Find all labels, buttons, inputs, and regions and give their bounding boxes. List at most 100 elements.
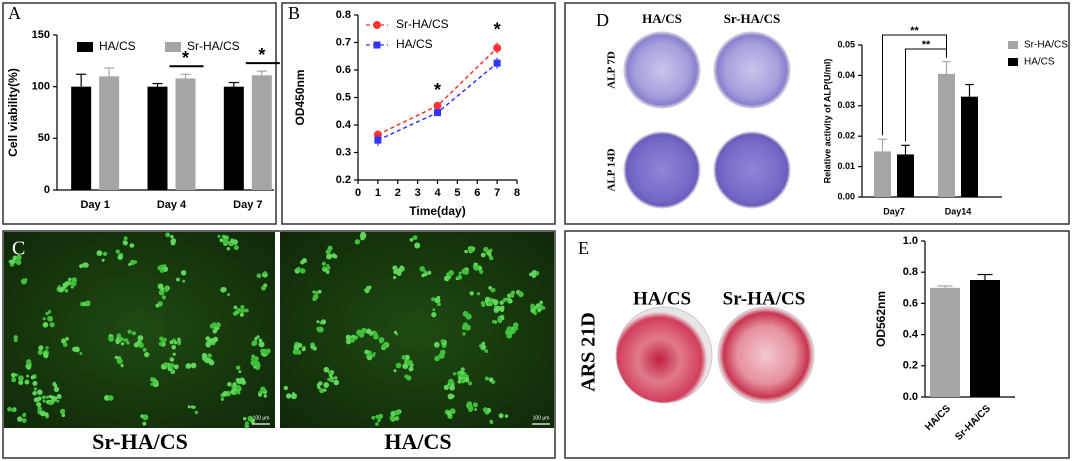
bar <box>930 287 960 397</box>
cell <box>71 277 78 283</box>
cell <box>230 388 237 395</box>
cell <box>301 258 307 264</box>
cell <box>153 380 157 384</box>
cell <box>79 264 84 269</box>
cell <box>439 349 446 356</box>
cell <box>115 338 121 344</box>
cell <box>253 356 259 362</box>
cell <box>185 363 192 369</box>
cell <box>317 326 323 333</box>
cell <box>468 407 473 412</box>
cell <box>433 341 440 348</box>
cell <box>96 250 103 256</box>
cell <box>260 348 266 354</box>
cell <box>293 344 300 350</box>
cell <box>219 238 224 243</box>
panel-frame <box>2 2 277 225</box>
cell <box>447 393 454 400</box>
cell <box>236 365 241 370</box>
cell <box>172 352 176 356</box>
well <box>713 131 791 209</box>
cell <box>508 298 512 302</box>
marker <box>434 109 441 117</box>
cell <box>315 290 319 295</box>
cell <box>9 259 15 265</box>
cell <box>240 308 246 314</box>
cell <box>443 275 450 282</box>
cell <box>32 391 37 396</box>
cell <box>11 377 17 383</box>
cell <box>57 285 61 288</box>
legend-swatch <box>165 42 181 52</box>
cell <box>462 332 466 336</box>
y-tick-label: 0.6 <box>903 297 918 309</box>
cell <box>41 395 46 400</box>
cell <box>33 397 39 403</box>
cell <box>234 390 238 393</box>
cell <box>123 236 128 241</box>
cell <box>79 352 83 355</box>
cell <box>30 375 35 380</box>
cell <box>396 417 399 420</box>
cell <box>36 402 42 407</box>
cell <box>117 358 120 361</box>
cell <box>205 341 211 347</box>
well <box>713 31 791 109</box>
cell <box>165 232 171 238</box>
cell <box>24 379 30 385</box>
cell <box>394 409 400 416</box>
cell <box>361 327 367 334</box>
cell <box>474 408 477 411</box>
panel-frame <box>2 230 556 459</box>
cell <box>159 268 165 273</box>
cell <box>534 305 538 309</box>
well <box>717 306 815 404</box>
cell <box>18 380 24 385</box>
cell <box>217 234 221 238</box>
cell <box>502 297 507 303</box>
y-tick-label: 0.8 <box>336 9 351 21</box>
cell <box>241 380 247 385</box>
cell <box>232 239 238 245</box>
y-tick-label: 0.00 <box>837 191 855 201</box>
cell <box>131 331 136 336</box>
cell <box>227 293 231 297</box>
cell <box>492 299 499 306</box>
cell <box>452 372 457 376</box>
cell <box>443 384 449 390</box>
cell <box>37 406 43 412</box>
cell <box>62 342 68 347</box>
cell <box>423 269 427 274</box>
cell <box>364 288 367 292</box>
cell <box>498 319 502 324</box>
cell <box>56 399 60 403</box>
cell <box>133 342 139 348</box>
cell <box>472 402 478 408</box>
well <box>623 31 701 109</box>
cell <box>482 341 485 345</box>
cell <box>489 255 494 261</box>
cell <box>488 301 491 305</box>
cell <box>369 330 373 335</box>
cell <box>47 310 52 314</box>
cell <box>349 337 356 343</box>
bar <box>223 86 244 190</box>
cell <box>375 414 379 419</box>
cell <box>169 357 175 362</box>
cell <box>45 395 49 399</box>
cell <box>395 362 402 369</box>
x-tick-label: 7 <box>494 187 500 199</box>
cell <box>464 249 468 254</box>
legend-swatch <box>77 42 93 52</box>
cell <box>163 362 168 367</box>
panel-frame <box>564 230 1070 459</box>
cell <box>406 360 413 366</box>
cell <box>215 322 221 328</box>
cell <box>194 410 199 415</box>
cell <box>42 399 46 403</box>
cell <box>235 384 241 391</box>
cell <box>327 370 332 374</box>
cell <box>236 379 241 384</box>
cell <box>7 407 12 412</box>
